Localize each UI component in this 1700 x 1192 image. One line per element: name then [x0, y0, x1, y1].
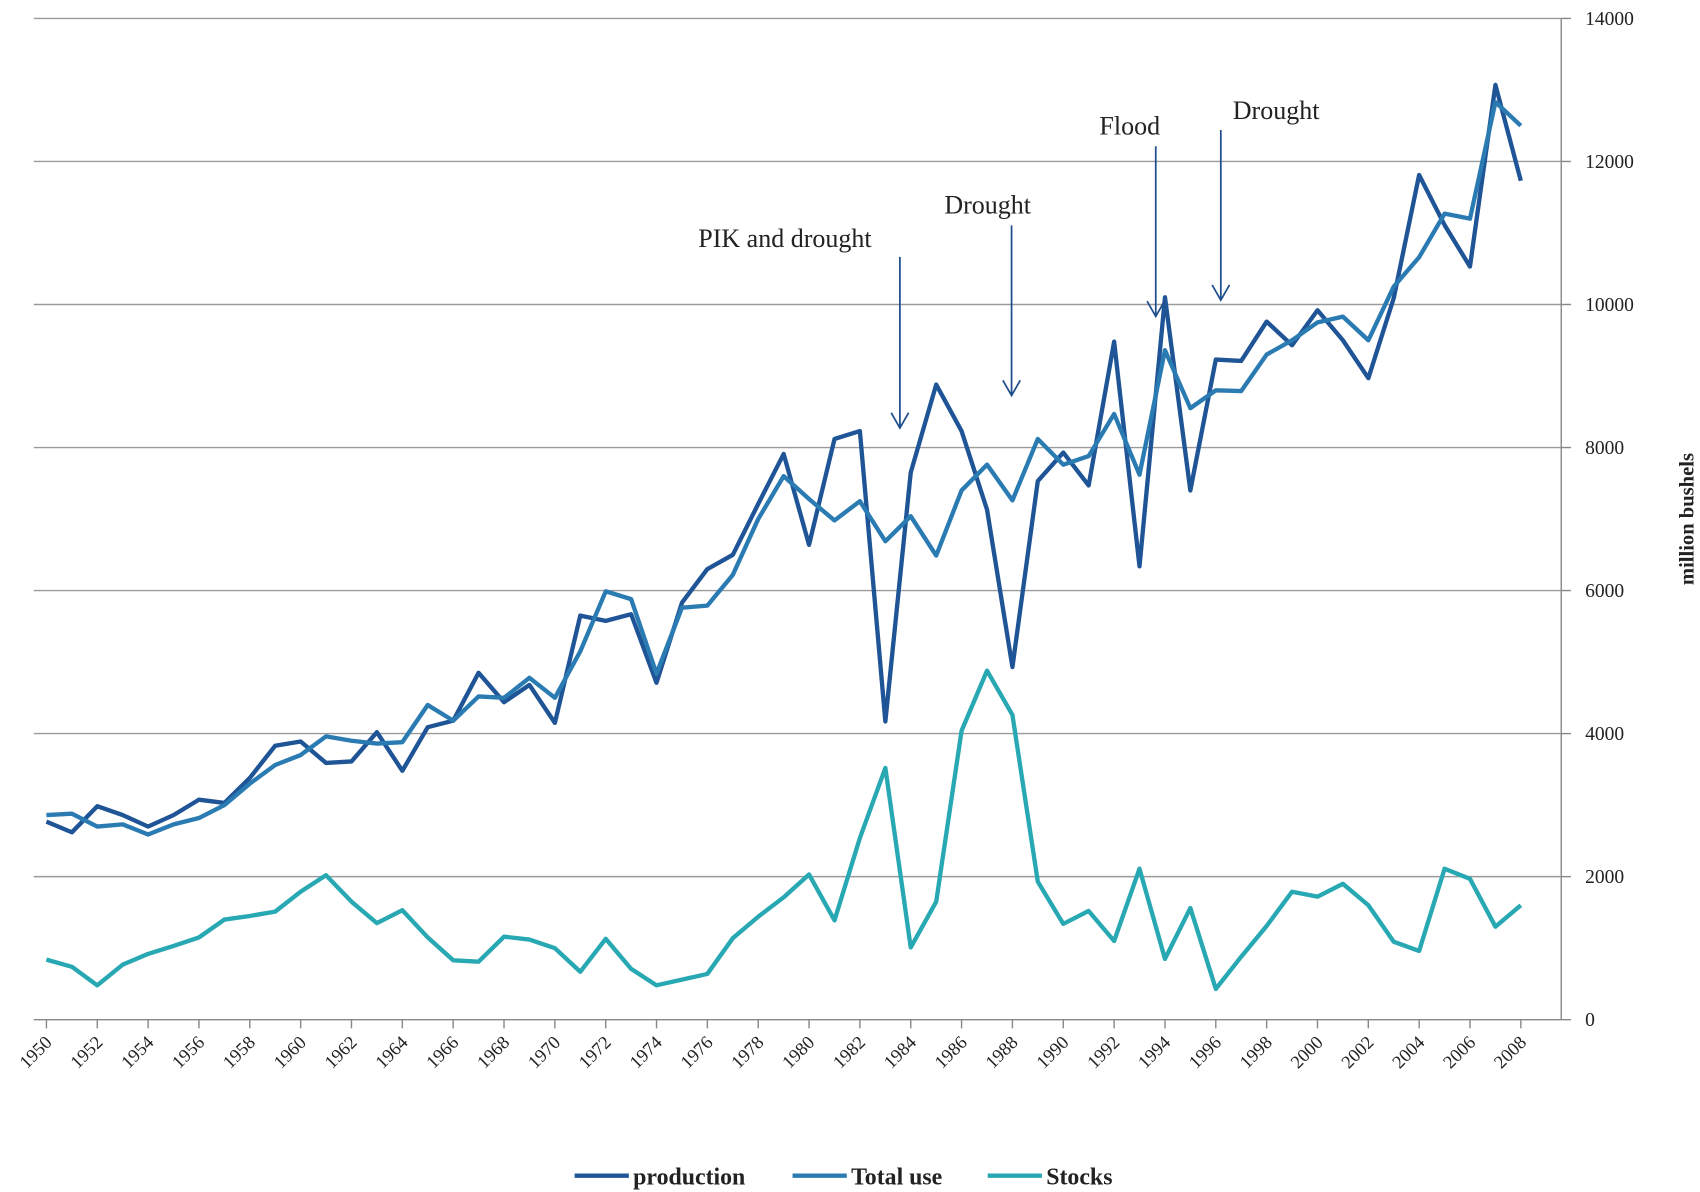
y-axis-label: million bushels [1677, 453, 1699, 585]
x-tick-label: 2000 [1287, 1032, 1327, 1072]
x-tick-label: 1954 [117, 1032, 157, 1072]
line-series [45, 82, 1523, 835]
x-tick-label: 1966 [422, 1032, 462, 1072]
x-tick-label: 1980 [778, 1032, 818, 1072]
annotation: Flood [1099, 111, 1160, 140]
x-tick-label: 1976 [677, 1032, 717, 1072]
legend-label: production [633, 1164, 745, 1190]
legend-label: Stocks [1046, 1164, 1112, 1190]
x-tick-label: 1998 [1236, 1032, 1276, 1072]
annotation: PIK and drought [698, 224, 872, 253]
x-tick-label: 1994 [1134, 1032, 1174, 1072]
y-tick-label: 10000 [1585, 295, 1634, 316]
arrow [890, 256, 910, 430]
x-tick-label: 1982 [829, 1032, 869, 1072]
x-tick-label: 1968 [473, 1032, 513, 1072]
y-tick-label: 6000 [1585, 581, 1624, 602]
x-tick-label: 2004 [1388, 1032, 1428, 1072]
x-tick-label: 1978 [727, 1032, 767, 1072]
arrow [1211, 130, 1231, 302]
y-tick-label: 12000 [1585, 152, 1634, 173]
x-tick-label: 1970 [524, 1032, 564, 1072]
x-tick-label: 1986 [931, 1032, 971, 1072]
y-tick-label: 4000 [1585, 724, 1624, 745]
plot: 0 2000 4000 6000 8000 10000 12000 14000 million … [16, 9, 1699, 1190]
y-tick-label: 8000 [1585, 438, 1624, 459]
y-tick-label: 0 [1585, 1010, 1595, 1031]
arrow [1146, 146, 1166, 319]
x-tick-label: 1962 [321, 1032, 361, 1072]
x-tick-label: 1950 [16, 1032, 56, 1072]
x-tick-label: 1964 [371, 1032, 411, 1072]
x-tick-label: 1984 [880, 1032, 920, 1072]
x-tick-label: 1960 [270, 1032, 310, 1072]
y-tick-label: 14000 [1585, 9, 1634, 30]
x-tick-label: 1952 [66, 1032, 106, 1072]
arrow [1002, 225, 1021, 398]
annotation: Drought [944, 190, 1031, 219]
line-series [46, 99, 1523, 837]
x-tick-label: 2006 [1439, 1032, 1479, 1072]
x-tick-label: 1990 [1032, 1032, 1072, 1072]
y-tick-label: 2000 [1585, 867, 1624, 888]
x-tick-label: 1972 [575, 1032, 615, 1072]
x-tick-label: 1958 [219, 1032, 259, 1072]
x-tick-label: 2008 [1490, 1032, 1530, 1072]
x-tick-label: 1992 [1083, 1032, 1123, 1072]
annotations: PIK and drought Drought Flood Drought [698, 96, 1320, 430]
annotation: Drought [1233, 96, 1320, 125]
x-tick-label: 1956 [168, 1032, 208, 1072]
x-tick-label: 1988 [982, 1032, 1022, 1072]
x-tick-label: 1996 [1185, 1032, 1225, 1072]
x-tick-label: 2002 [1337, 1032, 1377, 1072]
line-series [45, 668, 1523, 992]
legend: production Total use Stocks [574, 1164, 1112, 1190]
x-tick-label: 1974 [626, 1032, 666, 1072]
legend-label: Total use [851, 1164, 942, 1190]
